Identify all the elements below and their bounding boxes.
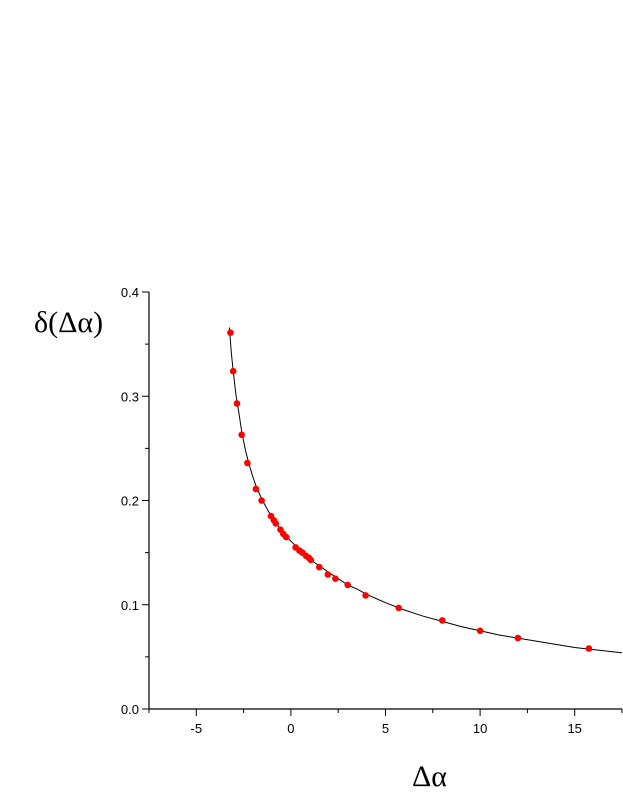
- data-point: [585, 645, 593, 652]
- data-point: [233, 400, 241, 407]
- data-point: [395, 604, 403, 612]
- x-tick-label: 0: [287, 721, 294, 736]
- data-point: [332, 575, 339, 582]
- data-point: [244, 459, 251, 467]
- data-points: [227, 329, 593, 652]
- x-tick-label: 5: [382, 721, 389, 736]
- x-tick-label: -5: [191, 721, 203, 736]
- data-point: [238, 431, 245, 439]
- y-tick-label: 0.2: [121, 494, 139, 509]
- data-point: [316, 563, 323, 571]
- fit-curve-line: [228, 327, 623, 654]
- data-point: [258, 497, 265, 504]
- fit-curve: [228, 327, 623, 654]
- y-axis-title: δ(Δα): [34, 306, 103, 339]
- data-point: [252, 485, 260, 493]
- data-point: [476, 627, 484, 635]
- x-tick-label: 10: [473, 721, 487, 736]
- tick-labels: -5 0 5 10 15 0.0 0.1 0.2 0.3 0.4: [121, 285, 582, 736]
- data-point: [344, 581, 352, 589]
- data-point: [229, 367, 237, 375]
- tick-marks: [142, 291, 623, 716]
- x-axis-title: Δα: [412, 760, 447, 793]
- y-tick-label: 0.0: [121, 702, 139, 717]
- y-tick-label: 0.4: [121, 285, 139, 300]
- x-tick-label: 15: [567, 721, 581, 736]
- data-point: [362, 592, 369, 599]
- y-tick-label: 0.3: [121, 389, 139, 404]
- data-point: [282, 533, 290, 541]
- axes: [148, 292, 622, 710]
- data-point: [272, 520, 280, 527]
- data-point: [439, 617, 446, 624]
- data-point: [227, 329, 234, 337]
- data-point: [324, 571, 332, 578]
- y-tick-label: 0.1: [121, 598, 139, 613]
- data-point: [514, 634, 522, 642]
- data-point: [307, 556, 315, 564]
